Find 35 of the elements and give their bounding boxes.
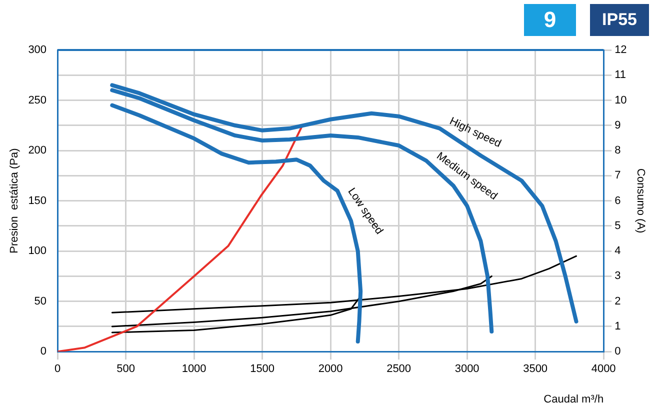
y-tick-label: 250 bbox=[28, 94, 47, 106]
y2-tick-label: 7 bbox=[614, 170, 621, 182]
x-tick-label: 4000 bbox=[591, 363, 616, 376]
x-tick-label: 3000 bbox=[454, 363, 480, 376]
y2-tick-label: 0 bbox=[614, 346, 621, 358]
text: High speed bbox=[448, 115, 503, 150]
x-tick-label: 1500 bbox=[250, 363, 275, 376]
y-tick-label: 300 bbox=[28, 44, 47, 56]
text: 9 bbox=[524, 4, 576, 36]
y-tick-label: 50 bbox=[34, 295, 47, 308]
y2-tick-label: 3 bbox=[614, 270, 621, 282]
y-axis-title: Presion estática (Pa) bbox=[8, 148, 21, 254]
y-tick-label: 0 bbox=[40, 346, 47, 358]
y2-tick-label: 1 bbox=[614, 320, 621, 332]
y2-tick-label: 6 bbox=[614, 194, 621, 207]
y-tick-label: 100 bbox=[28, 245, 47, 258]
y2-tick-label: 2 bbox=[614, 295, 621, 308]
x-tick-label: 500 bbox=[116, 363, 135, 376]
y2-axis-title: Consumo (A) bbox=[634, 168, 646, 234]
x-tick-label: 2500 bbox=[386, 363, 412, 376]
y2-tick-label: 10 bbox=[614, 94, 627, 106]
y2-tick-label: 8 bbox=[614, 144, 621, 157]
x-tick-label: 2000 bbox=[318, 363, 343, 376]
x-axis-title: Caudal m³/h bbox=[544, 393, 604, 406]
y2-tick-label: 12 bbox=[614, 44, 627, 56]
y2-tick-label: 11 bbox=[614, 69, 626, 82]
x-tick-label: 1000 bbox=[182, 363, 206, 376]
x-tick-label: 3500 bbox=[523, 363, 548, 376]
y-tick-label: 150 bbox=[28, 194, 47, 207]
y2-tick-label: 5 bbox=[614, 220, 621, 232]
y2-tick-label: 9 bbox=[614, 119, 621, 132]
y-tick-label: 200 bbox=[28, 144, 47, 157]
x-tick-label: 0 bbox=[54, 363, 61, 376]
y2-tick-label: 4 bbox=[614, 245, 621, 258]
text: IP55 bbox=[590, 4, 649, 36]
